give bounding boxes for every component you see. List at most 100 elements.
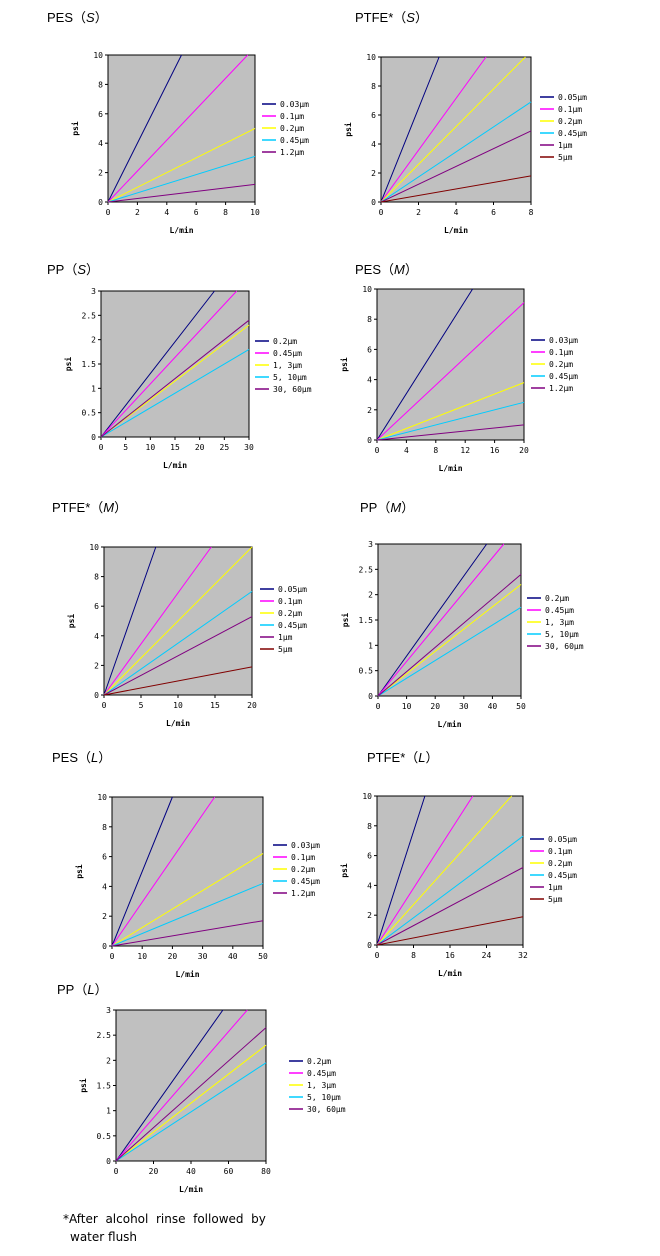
legend-label: 0.1μm (291, 853, 315, 862)
x-tick-label: 20 (519, 446, 529, 455)
x-tick-label: 40 (488, 702, 498, 711)
legend-label: 1, 3μm (545, 618, 574, 627)
y-tick-label: 2.5 (359, 565, 374, 574)
series-line (115, 1009, 248, 1162)
y-tick-label: 2 (91, 336, 96, 345)
series-line (380, 56, 526, 203)
plot-area (377, 543, 522, 697)
legend-label: 0.1μm (558, 105, 582, 114)
x-tick-label: 16 (445, 951, 455, 960)
series-line (376, 795, 512, 946)
y-tick-label: 8 (367, 822, 372, 831)
y-tick-label: 0 (368, 692, 373, 701)
chart-title-pp-m: PP（M） (360, 500, 415, 515)
x-axis-label: L/min (175, 969, 199, 979)
y-tick-label: 6 (367, 852, 372, 861)
footnote-line-1: *After alcohol rinse followed by (63, 1212, 266, 1226)
legend-label: 0.45μm (548, 871, 577, 880)
legend-label: 0.2μm (273, 337, 297, 346)
x-tick-label: 32 (518, 951, 528, 960)
y-tick-label: 2 (367, 911, 372, 920)
y-tick-label: 0.5 (97, 1132, 112, 1141)
legend-label: 0.2μm (549, 360, 573, 369)
x-tick-label: 5 (139, 701, 144, 710)
x-tick-label: 4 (404, 446, 409, 455)
y-tick-label: 6 (94, 602, 99, 611)
chart-title-pes-s: PES（S） (47, 10, 108, 25)
x-tick-label: 8 (411, 951, 416, 960)
legend-label: 0.1μm (278, 597, 302, 606)
x-tick-label: 80 (261, 1167, 271, 1176)
y-tick-label: 0.5 (82, 409, 97, 418)
series-line (376, 302, 525, 441)
series-line (100, 324, 250, 438)
legend-label: 0.45μm (549, 372, 578, 381)
legend-label: 0.03μm (291, 841, 320, 850)
y-tick-label: 3 (368, 540, 373, 549)
y-tick-label: 0 (94, 691, 99, 700)
series-line (103, 590, 253, 696)
series-line (100, 319, 250, 438)
x-tick-label: 20 (195, 443, 205, 452)
y-tick-label: 0 (367, 941, 372, 950)
x-tick-label: 20 (168, 952, 178, 961)
legend-label: 0.45μm (545, 606, 574, 615)
series-line (376, 288, 474, 441)
legend-label: 0.45μm (558, 129, 587, 138)
x-axis-label: L/min (437, 719, 461, 729)
series-line (376, 424, 525, 441)
y-tick-label: 0 (98, 198, 103, 207)
legend-label: 30, 60μm (307, 1105, 346, 1114)
y-tick-label: 8 (371, 82, 376, 91)
y-axis-label: psi (78, 1078, 88, 1093)
x-tick-label: 4 (454, 208, 459, 217)
y-tick-label: 1.5 (97, 1082, 112, 1091)
footnote: *After alcohol rinse followed by water f… (63, 1210, 266, 1246)
legend-label: 5, 10μm (307, 1093, 341, 1102)
y-tick-label: 0 (367, 436, 372, 445)
x-tick-label: 0 (379, 208, 384, 217)
x-tick-label: 4 (164, 208, 169, 217)
series-line (107, 54, 249, 203)
y-tick-label: 2 (94, 661, 99, 670)
chart-title-pp-s: PP（S） (47, 262, 100, 277)
series-line (100, 348, 250, 438)
y-tick-label: 10 (362, 285, 372, 294)
legend-label: 0.2μm (545, 594, 569, 603)
chart-title-pes-m: PES（M） (355, 262, 418, 277)
y-tick-label: 4 (98, 139, 103, 148)
y-tick-label: 2 (98, 169, 103, 178)
footnote-line-2: water flush (70, 1230, 138, 1244)
y-tick-label: 6 (371, 111, 376, 120)
legend-label: 0.05μm (548, 835, 577, 844)
series-line (111, 796, 216, 947)
x-tick-label: 50 (258, 952, 268, 961)
series-line (377, 584, 522, 697)
series-line (376, 795, 426, 946)
y-tick-label: 0 (102, 942, 107, 951)
y-tick-label: 10 (97, 793, 107, 802)
x-axis-label: L/min (444, 225, 468, 235)
plot-area (107, 54, 256, 203)
series-line (115, 1027, 267, 1162)
legend-label: 1μm (278, 633, 293, 642)
y-tick-label: 2 (368, 591, 373, 600)
series-line (376, 795, 474, 946)
x-tick-label: 0 (102, 701, 107, 710)
x-tick-label: 30 (244, 443, 254, 452)
x-tick-label: 2 (135, 208, 140, 217)
series-line (107, 183, 256, 203)
x-tick-label: 50 (516, 702, 526, 711)
series-line (377, 574, 522, 697)
legend-label: 0.2μm (548, 859, 572, 868)
legend-label: 1, 3μm (273, 361, 302, 370)
legend-label: 0.2μm (291, 865, 315, 874)
y-tick-label: 2 (367, 406, 372, 415)
series-line (377, 543, 505, 697)
x-tick-label: 40 (228, 952, 238, 961)
legend-label: 0.1μm (549, 348, 573, 357)
x-tick-label: 0 (110, 952, 115, 961)
x-tick-label: 15 (210, 701, 220, 710)
x-tick-label: 20 (430, 702, 440, 711)
